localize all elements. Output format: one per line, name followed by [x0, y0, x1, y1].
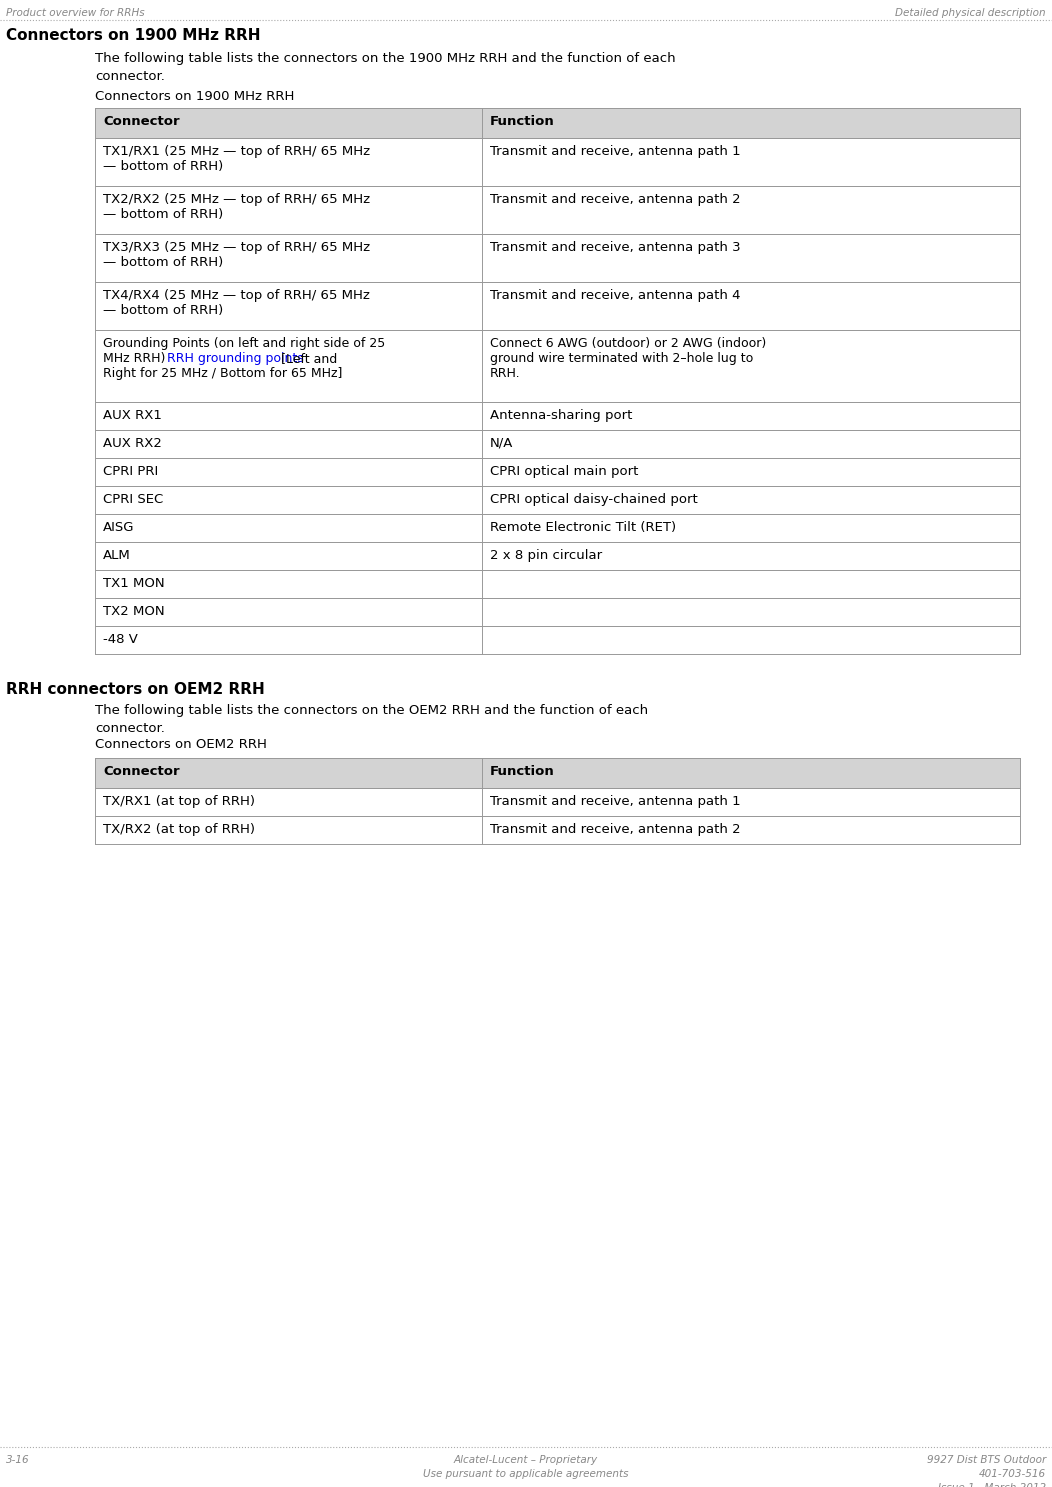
- Text: Connectors on 1900 MHz RRH: Connectors on 1900 MHz RRH: [95, 91, 295, 103]
- Text: 3-16: 3-16: [6, 1454, 29, 1465]
- Text: Function: Function: [489, 764, 554, 778]
- Bar: [482, 186, 1020, 233]
- Bar: [482, 233, 1020, 283]
- Text: Transmit and receive, antenna path 3: Transmit and receive, antenna path 3: [489, 241, 741, 254]
- Text: Connector: Connector: [103, 114, 180, 128]
- Text: AUX RX2: AUX RX2: [103, 437, 162, 451]
- Text: TX1 MON: TX1 MON: [103, 577, 164, 590]
- Bar: [482, 626, 1020, 654]
- Text: CPRI optical daisy-chained port: CPRI optical daisy-chained port: [489, 494, 697, 506]
- Bar: [482, 541, 1020, 570]
- Bar: [482, 788, 1020, 816]
- Text: TX/RX1 (at top of RRH): TX/RX1 (at top of RRH): [103, 796, 255, 807]
- Text: [Left and: [Left and: [277, 352, 338, 364]
- Text: connector.: connector.: [95, 70, 165, 83]
- Text: Grounding Points (on left and right side of 25: Grounding Points (on left and right side…: [103, 338, 385, 349]
- Text: Connectors on OEM2 RRH: Connectors on OEM2 RRH: [95, 738, 267, 751]
- Text: Transmit and receive, antenna path 2: Transmit and receive, antenna path 2: [489, 193, 741, 207]
- Text: -48 V: -48 V: [103, 633, 138, 645]
- Bar: [95, 330, 482, 401]
- Bar: [95, 233, 482, 283]
- Text: Connector: Connector: [103, 764, 180, 778]
- Bar: [95, 570, 482, 598]
- Text: RRH.: RRH.: [489, 367, 521, 381]
- Text: TX2/RX2 (25 MHz — top of RRH/ 65 MHz: TX2/RX2 (25 MHz — top of RRH/ 65 MHz: [103, 193, 370, 207]
- Bar: [95, 515, 482, 541]
- Text: MHz RRH): MHz RRH): [103, 352, 165, 364]
- Text: Use pursuant to applicable agreements: Use pursuant to applicable agreements: [423, 1469, 629, 1480]
- Text: Transmit and receive, antenna path 4: Transmit and receive, antenna path 4: [489, 288, 741, 302]
- Text: — bottom of RRH): — bottom of RRH): [103, 303, 223, 317]
- Text: — bottom of RRH): — bottom of RRH): [103, 161, 223, 172]
- Bar: [95, 401, 482, 430]
- Bar: [95, 758, 482, 788]
- Text: CPRI PRI: CPRI PRI: [103, 465, 158, 477]
- Text: TX1/RX1 (25 MHz — top of RRH/ 65 MHz: TX1/RX1 (25 MHz — top of RRH/ 65 MHz: [103, 146, 370, 158]
- Text: — bottom of RRH): — bottom of RRH): [103, 208, 223, 222]
- Bar: [482, 430, 1020, 458]
- Bar: [482, 570, 1020, 598]
- Text: 401-703-516: 401-703-516: [978, 1469, 1046, 1480]
- Text: Transmit and receive, antenna path 1: Transmit and receive, antenna path 1: [489, 146, 741, 158]
- Bar: [95, 788, 482, 816]
- Bar: [482, 283, 1020, 330]
- Text: The following table lists the connectors on the 1900 MHz RRH and the function of: The following table lists the connectors…: [95, 52, 675, 65]
- Text: TX/RX2 (at top of RRH): TX/RX2 (at top of RRH): [103, 822, 255, 836]
- Bar: [482, 458, 1020, 486]
- Bar: [95, 283, 482, 330]
- Text: Alcatel-Lucent – Proprietary: Alcatel-Lucent – Proprietary: [453, 1454, 599, 1465]
- Bar: [482, 401, 1020, 430]
- Text: N/A: N/A: [489, 437, 513, 451]
- Bar: [95, 626, 482, 654]
- Bar: [482, 486, 1020, 515]
- Text: TX4/RX4 (25 MHz — top of RRH/ 65 MHz: TX4/RX4 (25 MHz — top of RRH/ 65 MHz: [103, 288, 370, 302]
- Text: Function: Function: [489, 114, 554, 128]
- Bar: [482, 109, 1020, 138]
- Bar: [482, 515, 1020, 541]
- Text: CPRI SEC: CPRI SEC: [103, 494, 163, 506]
- Bar: [95, 430, 482, 458]
- Bar: [482, 816, 1020, 845]
- Text: RRH connectors on OEM2 RRH: RRH connectors on OEM2 RRH: [6, 683, 265, 697]
- Bar: [95, 458, 482, 486]
- Bar: [95, 816, 482, 845]
- Text: Right for 25 MHz / Bottom for 65 MHz]: Right for 25 MHz / Bottom for 65 MHz]: [103, 367, 342, 381]
- Bar: [482, 330, 1020, 401]
- Text: AUX RX1: AUX RX1: [103, 409, 162, 422]
- Text: — bottom of RRH): — bottom of RRH): [103, 256, 223, 269]
- Text: 2 x 8 pin circular: 2 x 8 pin circular: [489, 549, 602, 562]
- Text: The following table lists the connectors on the OEM2 RRH and the function of eac: The following table lists the connectors…: [95, 703, 648, 717]
- Text: Detailed physical description: Detailed physical description: [895, 7, 1046, 18]
- Text: CPRI optical main port: CPRI optical main port: [489, 465, 638, 477]
- Text: ALM: ALM: [103, 549, 130, 562]
- Bar: [95, 486, 482, 515]
- Bar: [482, 138, 1020, 186]
- Text: 9927 Dist BTS Outdoor: 9927 Dist BTS Outdoor: [927, 1454, 1046, 1465]
- Text: Connectors on 1900 MHz RRH: Connectors on 1900 MHz RRH: [6, 28, 261, 43]
- Text: Product overview for RRHs: Product overview for RRHs: [6, 7, 144, 18]
- Text: Transmit and receive, antenna path 1: Transmit and receive, antenna path 1: [489, 796, 741, 807]
- Bar: [95, 541, 482, 570]
- Text: TX2 MON: TX2 MON: [103, 605, 164, 619]
- Bar: [95, 138, 482, 186]
- Text: AISG: AISG: [103, 520, 135, 534]
- Text: connector.: connector.: [95, 723, 165, 735]
- Text: Connect 6 AWG (outdoor) or 2 AWG (indoor): Connect 6 AWG (outdoor) or 2 AWG (indoor…: [489, 338, 766, 349]
- Text: Transmit and receive, antenna path 2: Transmit and receive, antenna path 2: [489, 822, 741, 836]
- Text: Issue 1   March 2012: Issue 1 March 2012: [938, 1483, 1046, 1487]
- Bar: [482, 758, 1020, 788]
- Text: Remote Electronic Tilt (RET): Remote Electronic Tilt (RET): [489, 520, 675, 534]
- Bar: [95, 186, 482, 233]
- Text: Antenna-sharing port: Antenna-sharing port: [489, 409, 632, 422]
- Text: RRH grounding points: RRH grounding points: [167, 352, 304, 364]
- Bar: [95, 598, 482, 626]
- Text: TX3/RX3 (25 MHz — top of RRH/ 65 MHz: TX3/RX3 (25 MHz — top of RRH/ 65 MHz: [103, 241, 370, 254]
- Text: ground wire terminated with 2–hole lug to: ground wire terminated with 2–hole lug t…: [489, 352, 753, 364]
- Bar: [95, 109, 482, 138]
- Bar: [482, 598, 1020, 626]
